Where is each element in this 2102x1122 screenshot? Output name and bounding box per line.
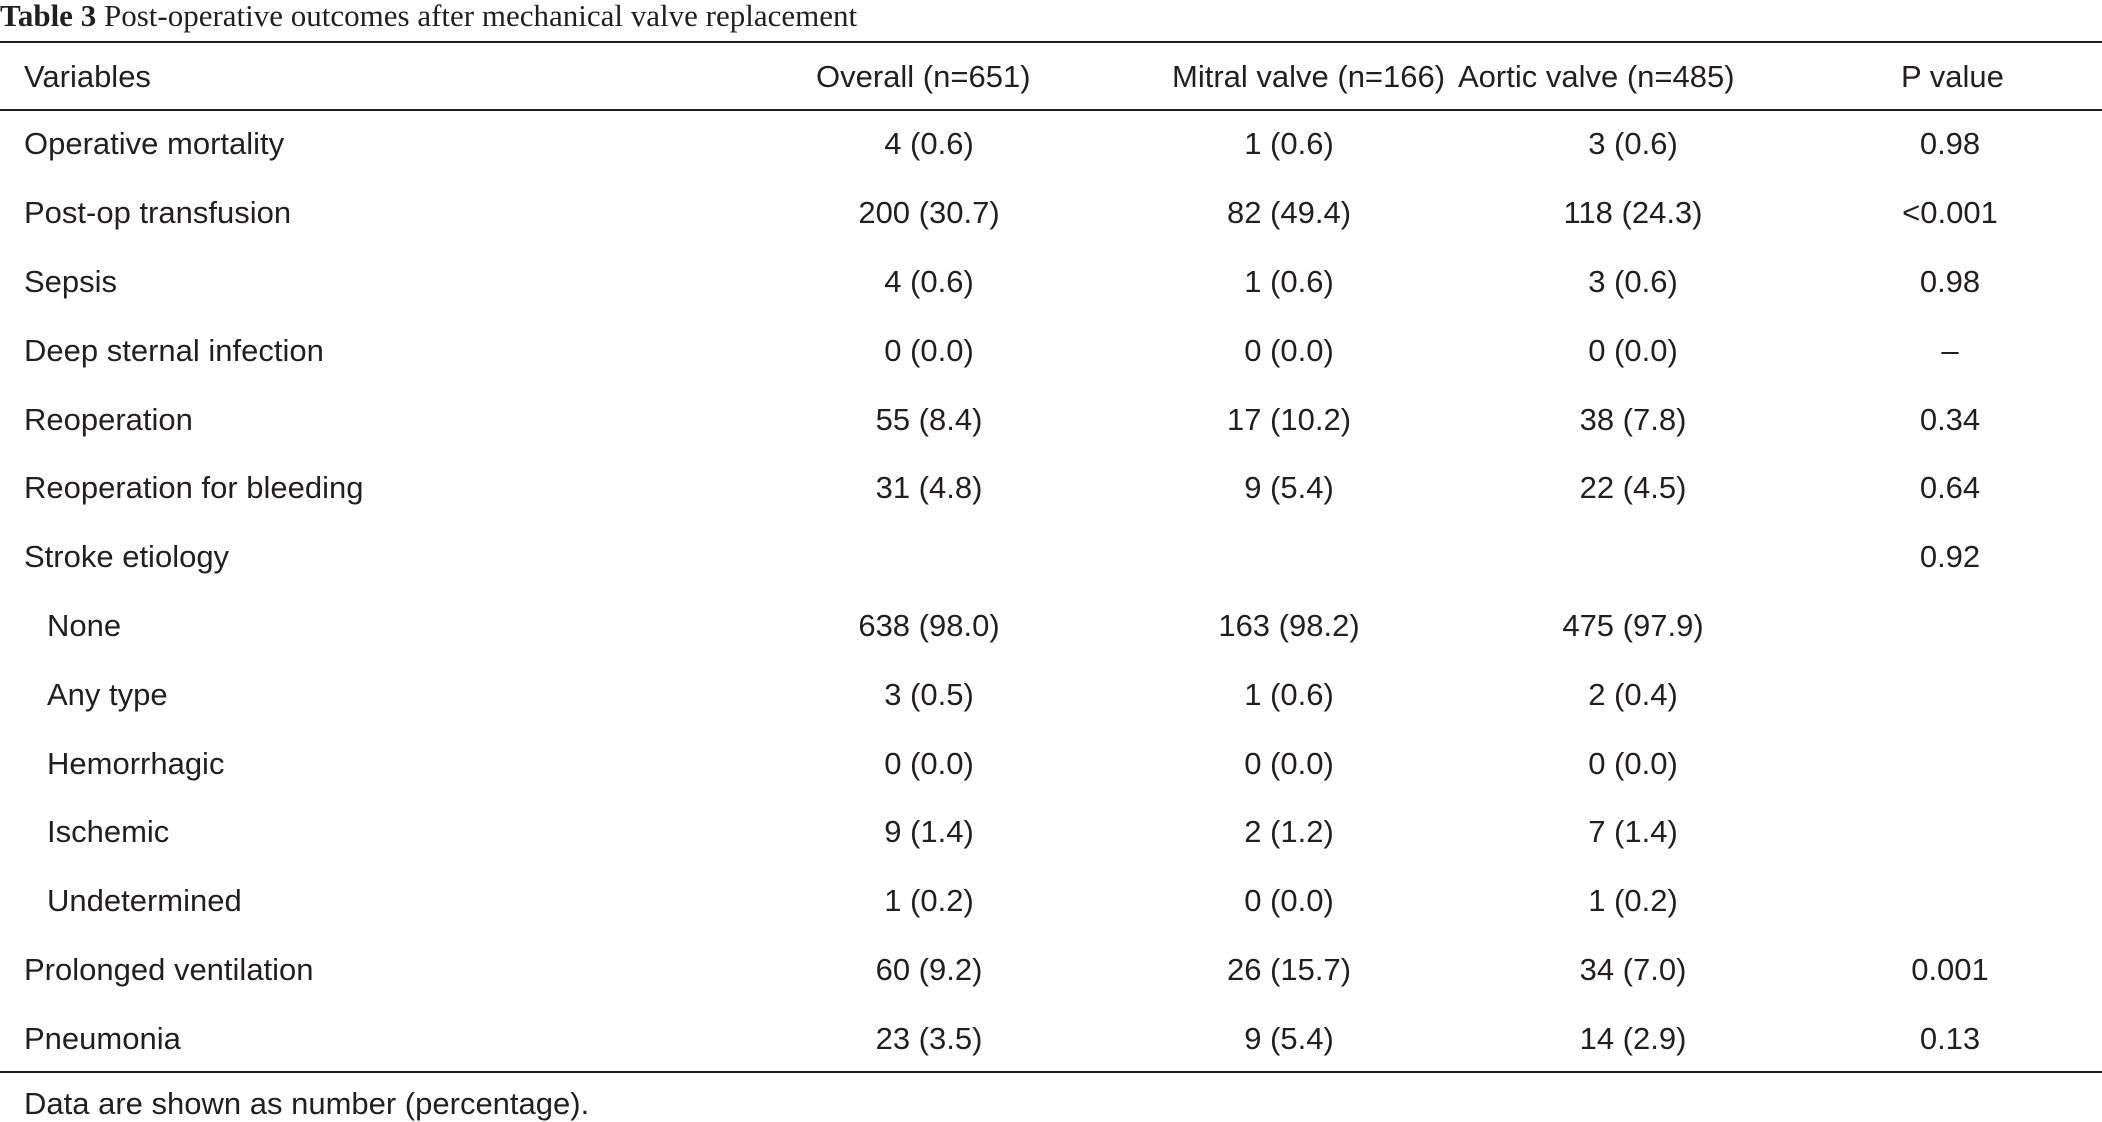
row-variable: Sepsis (24, 263, 118, 299)
row-variable: Reoperation for bleeding (24, 470, 364, 506)
cell-overall (687, 523, 1171, 592)
row-variable: None (47, 607, 122, 643)
row-variable: Prolonged ventilation (24, 951, 314, 987)
table-caption: Table 3 Post-operative outcomes after me… (0, 0, 857, 36)
column-header-p-value: P value (1901, 59, 2004, 94)
table-row: Deep sternal infection 0 (0.0) 0 (0.0) 0 (0… (0, 316, 2102, 385)
table-row: Operative mortality 4 (0.6) 1 (0.6) 3 (0.6)… (0, 110, 2102, 179)
cell-p-value: 0.13 (1919, 1020, 1981, 1056)
header-row: Variables Overall (n=651) Mitral valve (… (0, 44, 2102, 110)
cell-p-value (1753, 660, 2102, 729)
table-row: Post-op transfusion 200 (30.7) 82 (49.4) 11… (0, 179, 2102, 248)
cell-mitral: 1 (0.6) (1244, 126, 1334, 162)
cell-aortic: 2 (0.4) (1588, 676, 1678, 712)
cell-overall: 4 (0.6) (884, 126, 974, 162)
cell-mitral: 26 (15.7) (1226, 951, 1352, 987)
row-variable: Operative mortality (24, 126, 285, 162)
row-variable: Any type (47, 676, 168, 712)
row-variable: Undetermined (47, 883, 242, 919)
cell-overall: 9 (1.4) (884, 814, 974, 850)
table-row: Hemorrhagic 0 (0.0) 0 (0.0) 0 (0.0) (0, 729, 2102, 798)
cell-overall: 4 (0.6) (884, 263, 974, 299)
cell-aortic: 3 (0.6) (1588, 263, 1678, 299)
cell-aortic: 0 (0.0) (1588, 332, 1678, 368)
cell-aortic: 34 (7.0) (1579, 951, 1687, 987)
cell-p-value: 0.92 (1919, 539, 1981, 575)
cell-aortic: 0 (0.0) (1588, 745, 1678, 781)
cell-p-value: 0.64 (1919, 470, 1981, 506)
cell-overall: 55 (8.4) (875, 401, 983, 437)
table-row: Stroke etiology 0.92 (0, 523, 2102, 592)
cell-aortic: 14 (2.9) (1579, 1020, 1687, 1056)
cell-aortic: 475 (97.9) (1562, 607, 1704, 643)
cell-overall: 200 (30.7) (858, 195, 1000, 231)
row-variable: Ischemic (47, 814, 170, 850)
table-row: Pneumonia 23 (3.5) 9 (5.4) 14 (2.9) 0.13 (0, 1004, 2102, 1073)
table-title: Post-operative outcomes after mechanical… (103, 0, 858, 33)
column-header-overall: Overall (n=651) (816, 59, 1031, 94)
cell-mitral: 0 (0.0) (1244, 332, 1334, 368)
cell-overall: 31 (4.8) (875, 470, 983, 506)
cell-p-value (1753, 867, 2102, 936)
cell-p-value: <0.001 (1902, 195, 1998, 231)
cell-mitral: 82 (49.4) (1226, 195, 1352, 231)
cell-mitral: 9 (5.4) (1244, 470, 1334, 506)
column-header-aortic: Aortic valve (n=485) (1458, 59, 1735, 94)
top-rule (0, 41, 2102, 43)
cell-p-value (1753, 592, 2102, 661)
table-label: Table 3 (0, 0, 97, 33)
table-row: Undetermined 1 (0.2) 0 (0.0) 1 (0.2) (0, 867, 2102, 936)
cell-mitral: 17 (10.2) (1226, 401, 1352, 437)
row-variable: Stroke etiology (24, 539, 230, 575)
table-row: Prolonged ventilation 60 (9.2) 26 (15.7) 34… (0, 936, 2102, 1005)
cell-overall: 638 (98.0) (858, 607, 1000, 643)
table-row: Sepsis 4 (0.6) 1 (0.6) 3 (0.6) 0.98 (0, 248, 2102, 317)
cell-overall: 0 (0.0) (884, 745, 974, 781)
column-header-mitral: Mitral valve (n=166) (1172, 59, 1446, 94)
table-row: Reoperation for bleeding 31 (4.8) 9 (5.4) 2… (0, 454, 2102, 523)
row-variable: Deep sternal infection (24, 332, 324, 368)
cell-overall: 0 (0.0) (884, 332, 974, 368)
table-row: Ischemic 9 (1.4) 2 (1.2) 7 (1.4) (0, 798, 2102, 867)
cell-aortic: 1 (0.2) (1588, 883, 1678, 919)
cell-overall: 60 (9.2) (875, 951, 983, 987)
cell-p-value: 0.001 (1911, 951, 1989, 987)
outcomes-table: Variables Overall (n=651) Mitral valve (… (0, 44, 2102, 1073)
row-variable: Reoperation (24, 401, 193, 437)
cell-mitral: 2 (1.2) (1244, 814, 1334, 850)
cell-aortic (1481, 523, 1785, 592)
cell-aortic: 118 (24.3) (1563, 195, 1703, 231)
cell-p-value: 0.98 (1919, 126, 1981, 162)
cell-mitral (1173, 523, 1405, 592)
row-variable: Hemorrhagic (47, 745, 225, 781)
cell-p-value: – (1941, 332, 1959, 368)
row-variable: Post-op transfusion (24, 195, 292, 231)
table-row: Any type 3 (0.5) 1 (0.6) 2 (0.4) (0, 660, 2102, 729)
column-header-variables: Variables (24, 59, 151, 94)
cell-aortic: 3 (0.6) (1588, 126, 1678, 162)
cell-p-value (1753, 798, 2102, 867)
cell-mitral: 163 (98.2) (1218, 607, 1360, 643)
cell-p-value: 0.34 (1919, 401, 1981, 437)
cell-mitral: 1 (0.6) (1244, 676, 1334, 712)
row-variable: Pneumonia (24, 1020, 181, 1056)
cell-overall: 23 (3.5) (875, 1020, 983, 1056)
cell-aortic: 7 (1.4) (1588, 814, 1678, 850)
header-rule (0, 109, 2102, 111)
table-row: Reoperation 55 (8.4) 17 (10.2) 38 (7.8) 0.34 (0, 385, 2102, 454)
cell-mitral: 0 (0.0) (1244, 745, 1334, 781)
cell-mitral: 1 (0.6) (1244, 263, 1334, 299)
cell-overall: 1 (0.2) (884, 883, 974, 919)
cell-mitral: 0 (0.0) (1244, 883, 1334, 919)
table-row: None 638 (98.0) 163 (98.2) 475 (97.9) (0, 592, 2102, 661)
cell-aortic: 22 (4.5) (1579, 470, 1687, 506)
table-body: Operative mortality 4 (0.6) 1 (0.6) 3 (0.6)… (0, 110, 2102, 1073)
cell-mitral: 9 (5.4) (1244, 1020, 1334, 1056)
cell-aortic: 38 (7.8) (1579, 401, 1687, 437)
table-footnote: Data are shown as number (percentage). (24, 1086, 590, 1121)
cell-p-value: 0.98 (1919, 263, 1981, 299)
cell-overall: 3 (0.5) (884, 676, 974, 712)
bottom-rule (0, 1071, 2102, 1073)
cell-p-value (1753, 729, 2102, 798)
